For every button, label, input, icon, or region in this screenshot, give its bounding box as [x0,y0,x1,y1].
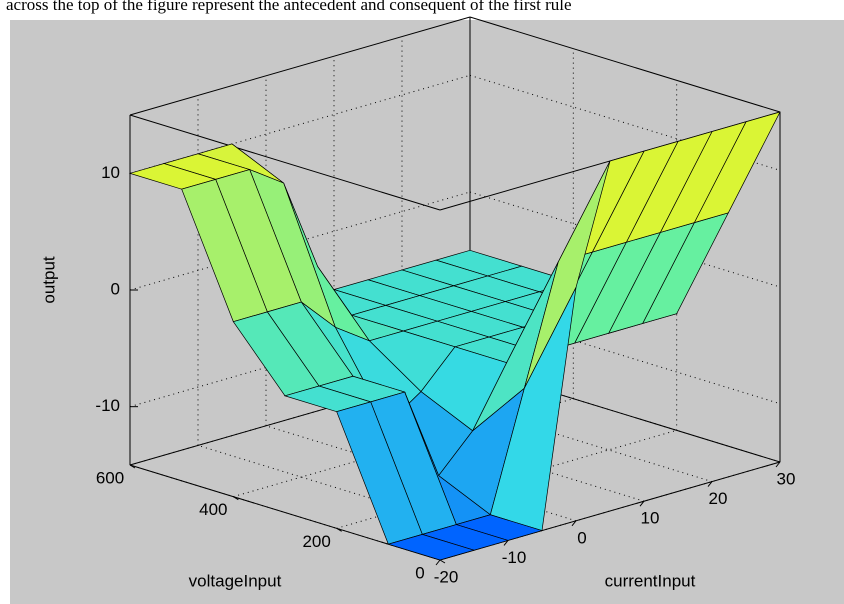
box-edge [129,16,471,116]
y-tick-label: 0 [415,563,424,582]
x-tick-label: -20 [434,567,459,586]
tick-mark [503,540,509,546]
tick-mark [233,496,239,501]
box-edge [129,114,441,211]
caption: across the top of the figure represent t… [6,0,572,14]
z-tick-label: -10 [95,396,120,415]
grid-line [265,425,577,522]
box-edge [469,16,781,113]
x-axis-label: currentInput [605,571,696,590]
tick-mark [775,461,781,468]
y-axis-label: voltageInput [189,571,282,590]
tick-mark [435,559,441,566]
tick-mark [439,559,446,564]
tick-mark [639,500,645,507]
surface-patch [387,534,476,561]
x-tick-label: 20 [709,489,728,508]
tick-mark [707,481,713,487]
plot: -10 0 10 -20 -10 0 10 20 30 0 200 400 600 [95,16,796,586]
tick-mark [336,527,342,532]
x-tick-label: 0 [577,528,586,547]
grid-line [469,308,781,405]
grid-line [129,464,441,561]
y-tick-label: 200 [302,532,330,551]
x-tick-label: 10 [641,509,660,528]
y-tick-label: 400 [199,500,227,519]
z-tick-label: 0 [111,279,120,298]
z-tick-label: 10 [101,163,120,182]
x-tick-label: -10 [502,548,527,567]
grid-line [469,191,781,288]
z-axis-label: output [39,256,58,304]
tick-mark [571,520,577,527]
tick-mark [129,464,136,469]
grid-line [197,444,509,541]
x-tick-label: 30 [777,469,796,488]
y-tick-label: 600 [96,468,124,487]
